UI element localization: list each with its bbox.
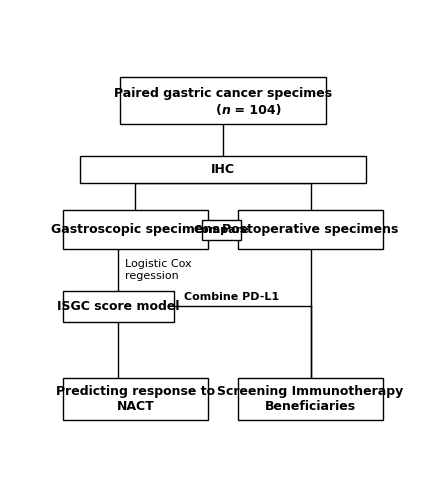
FancyBboxPatch shape bbox=[62, 378, 207, 420]
Text: Screening Immunotherapy
Beneficiaries: Screening Immunotherapy Beneficiaries bbox=[217, 385, 403, 413]
Text: Combine PD-L1: Combine PD-L1 bbox=[184, 292, 279, 302]
Text: n: n bbox=[221, 104, 230, 117]
FancyBboxPatch shape bbox=[120, 78, 325, 124]
Text: (: ( bbox=[215, 104, 221, 117]
Text: Predicting response to
NACT: Predicting response to NACT bbox=[56, 385, 214, 413]
FancyBboxPatch shape bbox=[237, 210, 382, 248]
FancyBboxPatch shape bbox=[62, 291, 174, 322]
FancyBboxPatch shape bbox=[62, 210, 207, 248]
Text: Logistic Cox
regession: Logistic Cox regession bbox=[125, 259, 191, 280]
Text: Postoperative specimens: Postoperative specimens bbox=[222, 223, 398, 236]
FancyBboxPatch shape bbox=[237, 378, 382, 420]
Text: Gastroscopic specimens: Gastroscopic specimens bbox=[51, 223, 219, 236]
Text: IHC: IHC bbox=[210, 163, 234, 176]
FancyBboxPatch shape bbox=[201, 220, 240, 240]
Text: = 104): = 104) bbox=[230, 104, 281, 117]
Text: ISGC score model: ISGC score model bbox=[57, 300, 179, 313]
Text: Compare: Compare bbox=[193, 225, 249, 235]
Text: Paired gastric cancer specimes: Paired gastric cancer specimes bbox=[114, 87, 331, 100]
FancyBboxPatch shape bbox=[79, 156, 365, 183]
